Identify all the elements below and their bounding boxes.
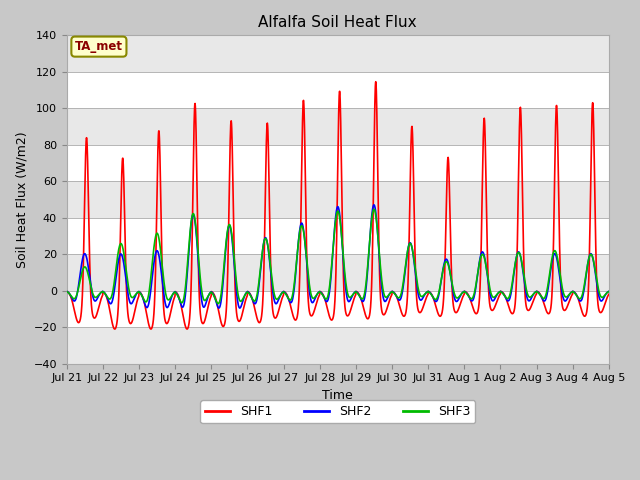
- Y-axis label: Soil Heat Flux (W/m2): Soil Heat Flux (W/m2): [15, 131, 28, 268]
- X-axis label: Time: Time: [323, 389, 353, 402]
- Legend: SHF1, SHF2, SHF3: SHF1, SHF2, SHF3: [200, 400, 475, 423]
- Bar: [67, 36, 609, 72]
- Bar: [67, 327, 609, 364]
- Bar: [67, 254, 609, 291]
- Title: Alfalfa Soil Heat Flux: Alfalfa Soil Heat Flux: [259, 15, 417, 30]
- Bar: [67, 108, 609, 145]
- Bar: [67, 181, 609, 218]
- Text: TA_met: TA_met: [75, 40, 123, 53]
